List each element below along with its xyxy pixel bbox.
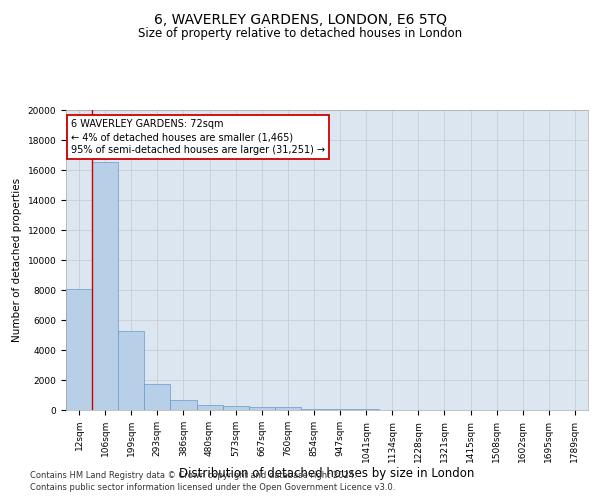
Bar [327, 409, 353, 410]
Text: Contains public sector information licensed under the Open Government Licence v3: Contains public sector information licen… [30, 484, 395, 492]
X-axis label: Distribution of detached houses by size in London: Distribution of detached houses by size … [179, 468, 475, 480]
Text: Contains HM Land Registry data © Crown copyright and database right 2024.: Contains HM Land Registry data © Crown c… [30, 471, 356, 480]
Text: 6 WAVERLEY GARDENS: 72sqm
← 4% of detached houses are smaller (1,465)
95% of sem: 6 WAVERLEY GARDENS: 72sqm ← 4% of detach… [71, 119, 325, 156]
Y-axis label: Number of detached properties: Number of detached properties [12, 178, 22, 342]
Bar [170, 400, 197, 410]
Bar [275, 408, 301, 410]
Bar [301, 408, 327, 410]
Bar [118, 330, 145, 410]
Bar [197, 405, 223, 410]
Bar [66, 288, 92, 410]
Bar [145, 384, 170, 410]
Bar [92, 162, 118, 410]
Text: Size of property relative to detached houses in London: Size of property relative to detached ho… [138, 28, 462, 40]
Text: 6, WAVERLEY GARDENS, LONDON, E6 5TQ: 6, WAVERLEY GARDENS, LONDON, E6 5TQ [154, 12, 446, 26]
Bar [223, 406, 249, 410]
Bar [249, 407, 275, 410]
